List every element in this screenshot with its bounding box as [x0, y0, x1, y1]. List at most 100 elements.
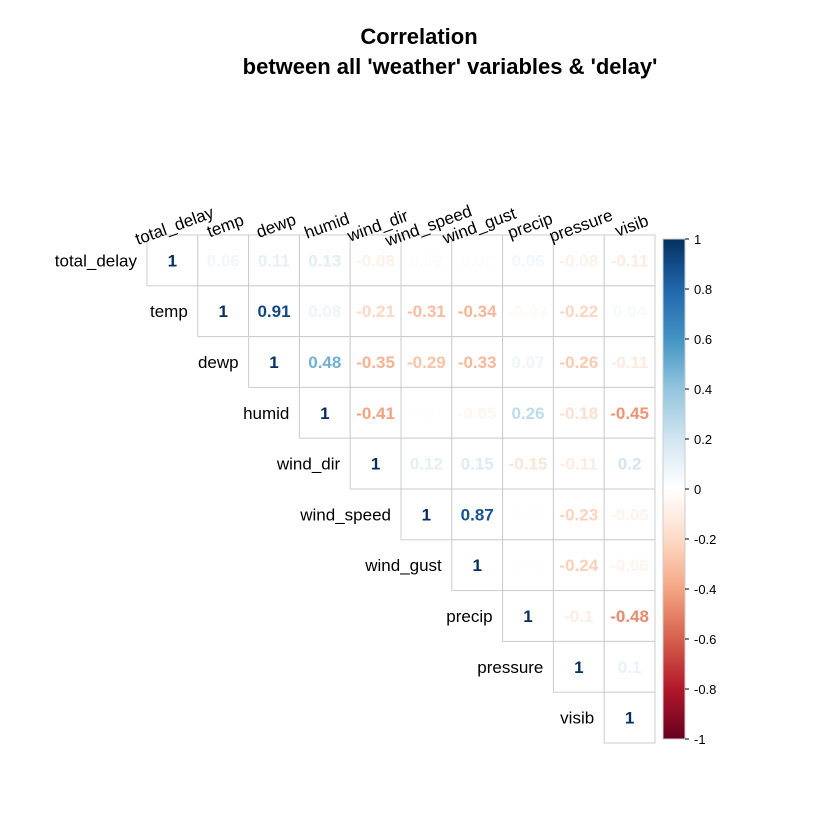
cell-value: 0.02 [410, 251, 443, 270]
cell-value: -0.08 [559, 251, 598, 270]
cell-value: 1 [168, 251, 177, 270]
matrix-cell [298, 386, 351, 439]
matrix-cell [349, 285, 402, 338]
cell-value: 0.1 [618, 658, 642, 677]
row-label-humid: humid [243, 404, 289, 423]
cell-value: -0.18 [559, 404, 598, 423]
cell-value: 0.06 [207, 251, 240, 270]
matrix-cell [502, 234, 554, 287]
cell-value: 1 [625, 709, 634, 728]
matrix-cell [552, 285, 605, 338]
cell-value: -0.41 [356, 404, 395, 423]
colorbar-tick-label: 0.8 [694, 282, 712, 297]
matrix-cell [603, 437, 656, 490]
matrix-cell [603, 691, 656, 744]
cell-value: -0.06 [610, 505, 649, 524]
cell-value: -0.15 [509, 455, 548, 474]
cell-value: 0.13 [308, 251, 341, 270]
cell-value: -0.11 [611, 251, 649, 270]
colorbar-tick-label: -0.2 [694, 532, 716, 547]
cell-value: 1 [523, 607, 532, 626]
matrix-cell [451, 539, 504, 592]
cell-value: 1 [574, 658, 583, 677]
chart-title: Correlation [360, 24, 477, 49]
matrix-cell [248, 234, 300, 287]
row-label-wind_gust: wind_gust [364, 556, 442, 575]
cell-value: 0.08 [308, 302, 341, 321]
cell-value: -0.31 [407, 302, 446, 321]
colorbar-tick-label: -0.4 [694, 582, 716, 597]
cell-value: 0.87 [461, 505, 494, 524]
row-label-total_delay: total_delay [55, 251, 138, 270]
colorbar-tick-label: -0.8 [694, 682, 716, 697]
row-label-pressure: pressure [477, 658, 543, 677]
cell-value: -0.24 [559, 556, 598, 575]
matrix-cell [248, 336, 300, 388]
matrix-cell [197, 234, 250, 287]
cell-value: -0.33 [458, 353, 497, 372]
matrix-cell [603, 336, 656, 388]
cell-value: -0.06 [610, 556, 649, 575]
cell-value: -0.21 [356, 302, 395, 321]
matrix-cell [552, 539, 605, 592]
matrix-cell [552, 640, 605, 693]
cell-value: -0.05 [458, 404, 497, 423]
row-label-temp: temp [150, 302, 188, 321]
matrix-cell [502, 539, 554, 592]
cell-value: 0.01 [511, 556, 544, 575]
cell-value: 0.01 [410, 404, 443, 423]
cell-value: -0.11 [560, 455, 598, 474]
matrix-cell [451, 386, 504, 439]
cell-value: 0.02 [461, 251, 494, 270]
cell-value: -0.26 [559, 353, 598, 372]
matrix-cell [603, 285, 656, 338]
cell-value: 0.15 [461, 455, 494, 474]
cell-value: -0.23 [559, 505, 598, 524]
cell-value: -0.45 [610, 404, 649, 423]
cell-value: 0.01 [511, 505, 544, 524]
cell-value: 1 [269, 353, 278, 372]
colorbar-tick-label: 0.4 [694, 382, 712, 397]
cell-value: -0.1 [564, 607, 593, 626]
colorbar-tick-label: 0.2 [694, 432, 712, 447]
matrix-cell [400, 336, 453, 388]
matrix-cell [146, 234, 199, 287]
row-label-wind_dir: wind_dir [276, 455, 341, 474]
cell-value: -0.35 [356, 353, 395, 372]
matrix-cell [502, 590, 554, 642]
matrix-cell [603, 234, 656, 287]
matrix-cell [400, 234, 453, 287]
row-label-visib: visib [560, 709, 594, 728]
cell-value: 0.07 [511, 353, 544, 372]
cell-value: 0.11 [258, 251, 290, 270]
matrix-cell [502, 488, 554, 541]
row-label-dewp: dewp [198, 353, 239, 372]
colorbar-tick-label: -0.6 [694, 632, 716, 647]
chart-subtitle: between all 'weather' variables & 'delay… [243, 54, 658, 79]
cell-value: -0.03 [509, 302, 548, 321]
cell-value: 1 [218, 302, 227, 321]
colorbar-tick-label: 0.6 [694, 332, 712, 347]
matrix-cell [603, 488, 656, 541]
matrix-cell [603, 590, 656, 642]
row-label-precip: precip [446, 607, 492, 626]
matrix-cell [349, 437, 402, 490]
matrix-cells: 1 0.06 0.11 0.13 -0.08 0.02 0.02 0.06 -0.08 -0.11… [146, 234, 656, 744]
colorbar-tick-label: 0 [694, 482, 701, 497]
cell-value: 1 [422, 505, 431, 524]
cell-value: 1 [371, 455, 380, 474]
colorbar-tick-label: 1 [694, 232, 701, 247]
row-label-wind_speed: wind_speed [299, 505, 391, 524]
cell-value: 0.06 [511, 251, 544, 270]
colorbar-tick-label: -1 [694, 732, 706, 747]
cell-value: -0.11 [611, 353, 649, 372]
matrix-cell [502, 285, 554, 338]
matrix-cell [400, 437, 453, 490]
cell-value: 0.04 [613, 302, 647, 321]
cell-value: -0.08 [356, 251, 395, 270]
cell-value: -0.29 [407, 353, 446, 372]
cell-value: -0.22 [559, 302, 598, 321]
matrix-cell [349, 336, 402, 388]
cell-value: -0.34 [458, 302, 497, 321]
